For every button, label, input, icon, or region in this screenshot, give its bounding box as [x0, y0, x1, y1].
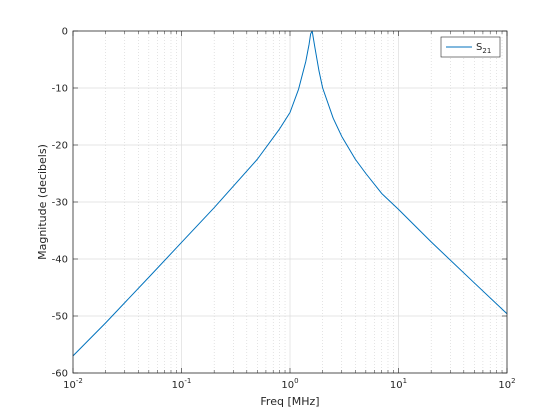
legend: S21 — [440, 36, 501, 58]
y-tick-label: -40 — [52, 255, 68, 266]
x-tick-label: 102 — [498, 377, 515, 391]
x-axis-label: Freq [MHz] — [260, 395, 319, 408]
y-tick-label: -20 — [52, 141, 68, 152]
x-tick-label: 10-2 — [63, 377, 83, 391]
y-ticks: 0 -10 -20 -30 -40 -50 -60 — [52, 27, 507, 380]
y-tick-label: 0 — [62, 27, 68, 38]
x-tick-label: 100 — [281, 377, 298, 391]
y-tick-label: -10 — [52, 84, 68, 95]
y-tick-label: -50 — [52, 312, 68, 323]
y-axis-label: Magnitude (decibels) — [36, 144, 49, 260]
y-tick-label: -30 — [52, 198, 68, 209]
x-ticks: 10-2 10-1 100 101 102 — [63, 31, 516, 391]
x-tick-label: 101 — [390, 377, 407, 391]
legend-label-base: S — [476, 42, 482, 53]
y-tick-label: -60 — [52, 369, 68, 380]
legend-label-s21: S21 — [476, 42, 491, 55]
x-tick-label: 10-1 — [172, 377, 192, 391]
legend-label-sub: 21 — [482, 47, 491, 55]
